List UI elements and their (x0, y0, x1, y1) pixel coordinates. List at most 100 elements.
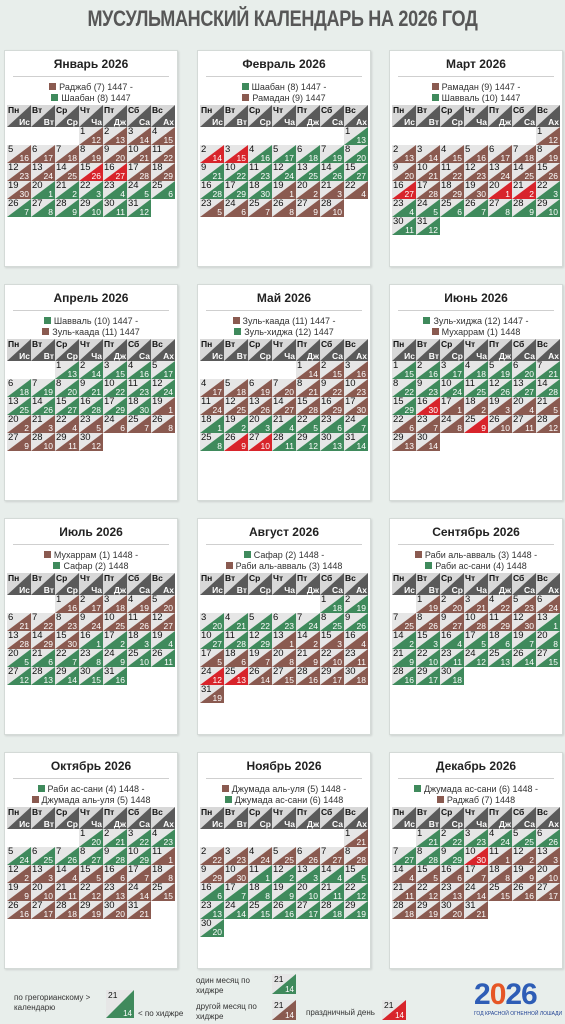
day-cell: 22 12 (344, 883, 368, 901)
hijri-day: 16 (476, 153, 486, 163)
day-cell: 9 21 (200, 163, 224, 181)
hijri-day: 30 (19, 189, 29, 199)
hijri-day: 28 (548, 387, 558, 397)
day-cell: 12 23 (464, 163, 488, 181)
day-cell: 9 21 (79, 379, 103, 397)
weekday-cell: Сб Са (320, 573, 344, 595)
hijri-day: 13 (356, 135, 366, 145)
day-cell: 8 19 (79, 145, 103, 163)
hijri-day: 26 (260, 405, 270, 415)
day-cell: 18 8 (151, 865, 175, 883)
gregorian-day: 12 (513, 613, 524, 623)
day-cell: 13 3 (296, 865, 320, 883)
hijri-day: 5 (24, 657, 29, 667)
color-key-square (431, 328, 439, 335)
day-cell: 29 17 (416, 667, 440, 685)
day-cell: 4 24 (488, 829, 512, 847)
gregorian-day: 5 (152, 595, 158, 605)
hijri-day: 2 (241, 423, 246, 433)
weekday-cell: Вс Ах (536, 807, 560, 829)
gregorian-day: 26 (513, 649, 524, 659)
gregorian-day: 1 (56, 595, 62, 605)
gregorian-day: 21 (393, 649, 404, 659)
weekday-cell: Сб Са (512, 105, 536, 127)
hijri-day: 20 (452, 909, 462, 919)
day-cell: 11 24 (200, 397, 224, 415)
gregorian-day: 1 (80, 829, 86, 839)
day-cell: 20 8 (536, 631, 560, 649)
hijri-day: 4 (529, 405, 534, 415)
month-title: Январь 2026 (53, 57, 129, 71)
gregorian-day: 31 (417, 217, 428, 227)
color-key-square (53, 562, 61, 569)
weekday-cell: Вт Вт (416, 339, 440, 361)
day-cell: 2 22 (200, 847, 224, 865)
legend-holiday-label: праздничный день (306, 1008, 375, 1017)
day-cell: 10 29 (127, 847, 151, 865)
weekday-cell: Вт Вт (416, 573, 440, 595)
hijri-day: 7 (24, 207, 29, 217)
hijri-day: 23 (139, 387, 149, 397)
gregorian-day: 27 (32, 901, 43, 911)
day-cell: 15 26 (79, 163, 103, 181)
hijri-day: 25 (308, 171, 318, 181)
day-cell: 30 18 (344, 667, 368, 685)
gregorian-day: 26 (273, 199, 284, 209)
day-cell: 5 22 (248, 613, 272, 631)
gregorian-day: 11 (489, 613, 499, 623)
hijri-day: 5 (361, 873, 366, 883)
gregorian-day: 11 (465, 379, 475, 389)
day-cell: 30 13 (320, 433, 344, 451)
day-cell: 3 21 (464, 595, 488, 613)
hijri-day: 15 (163, 135, 173, 145)
hijri-day: 22 (260, 621, 270, 631)
hijri-day: 18 (67, 153, 77, 163)
hijri-day: 4 (457, 639, 462, 649)
gregorian-day: 29 (417, 667, 428, 677)
day-cell: 7 21 (536, 361, 560, 379)
hijri-day: 24 (500, 837, 510, 847)
day-cell: 5 19 (488, 361, 512, 379)
gregorian-day: 3 (441, 361, 447, 371)
day-cell: 22 4 (55, 415, 79, 433)
hijri-day: 22 (43, 621, 53, 631)
gregorian-day: 21 (32, 649, 43, 659)
hijri-day: 15 (404, 369, 414, 379)
color-key-square (425, 562, 433, 569)
gregorian-day: 15 (345, 163, 356, 173)
month-card: Март 2026 Рамадан (9) 1447 - Шавваль (10) … (389, 50, 563, 267)
gregorian-day: 29 (321, 667, 332, 677)
day-cell: 7 25 (392, 613, 416, 631)
gregorian-day: 3 (104, 595, 110, 605)
gregorian-day: 30 (104, 199, 115, 209)
hijri-day: 16 (115, 675, 125, 685)
hijri-day: 8 (265, 891, 270, 901)
weekday-cell: Чт Ча (464, 105, 488, 127)
hijri-day: 19 (356, 909, 366, 919)
hijri-day: 14 (91, 369, 101, 379)
hijri-day: 13 (115, 891, 125, 901)
hijri-day: 28 (428, 189, 438, 199)
gregorian-day: 3 (128, 829, 134, 839)
hijri-day: 6 (241, 207, 246, 217)
hijri-day: 26 (332, 171, 342, 181)
gregorian-day: 10 (225, 163, 236, 173)
weekday-cell: Ср Ср (440, 807, 464, 829)
gregorian-day: 4 (489, 595, 495, 605)
gregorian-day: 21 (321, 883, 332, 893)
gregorian-day: 13 (32, 163, 43, 173)
gregorian-day: 14 (321, 163, 332, 173)
hijri-day: 29 (404, 405, 414, 415)
hijri-day: 11 (525, 423, 534, 433)
gregorian-day: 22 (80, 181, 91, 191)
weekday-cell: Сб Са (512, 807, 536, 829)
day-cell: 11 22 (151, 145, 175, 163)
day-cell: 3 23 (464, 829, 488, 847)
gregorian-day: 6 (489, 145, 495, 155)
gregorian-day: 12 (249, 631, 260, 641)
gregorian-day: 31 (128, 199, 139, 209)
hijri-day: 23 (67, 621, 77, 631)
gregorian-day: 13 (513, 379, 524, 389)
gregorian-day: 2 (417, 361, 423, 371)
day-cell: 30 20 (200, 919, 224, 937)
